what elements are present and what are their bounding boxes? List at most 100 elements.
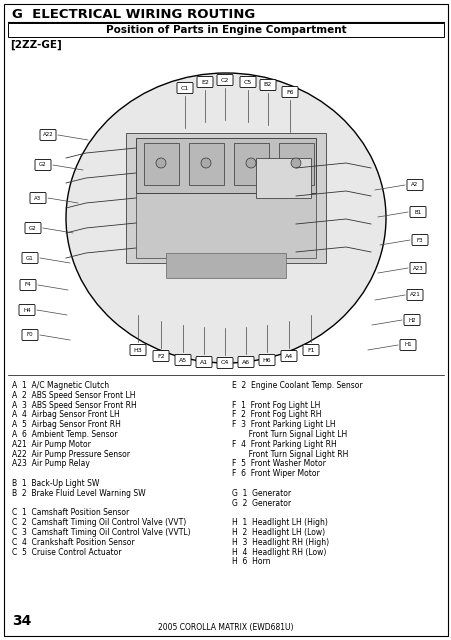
Text: H  3  Headlight RH (High): H 3 Headlight RH (High)	[231, 538, 328, 547]
Text: A23  Air Pump Relay: A23 Air Pump Relay	[12, 460, 90, 468]
Text: F  3  Front Parking Light LH: F 3 Front Parking Light LH	[231, 420, 335, 429]
Text: A  4  Airbag Sensor Front LH: A 4 Airbag Sensor Front LH	[12, 410, 120, 419]
Text: F  4  Front Parking Light RH: F 4 Front Parking Light RH	[231, 440, 336, 449]
Text: B2: B2	[263, 83, 272, 88]
FancyBboxPatch shape	[409, 262, 425, 273]
FancyBboxPatch shape	[35, 159, 51, 170]
FancyBboxPatch shape	[216, 74, 232, 86]
Text: F  5  Front Washer Motor: F 5 Front Washer Motor	[231, 460, 325, 468]
Circle shape	[156, 158, 166, 168]
Text: 2005 COROLLA MATRIX (EWD681U): 2005 COROLLA MATRIX (EWD681U)	[158, 623, 293, 632]
Text: A21  Air Pump Motor: A21 Air Pump Motor	[12, 440, 91, 449]
FancyBboxPatch shape	[406, 179, 422, 191]
FancyBboxPatch shape	[196, 356, 212, 367]
Text: F  2  Front Fog Light RH: F 2 Front Fog Light RH	[231, 410, 321, 419]
Text: Position of Parts in Engine Compartment: Position of Parts in Engine Compartment	[106, 25, 345, 35]
Text: H  1  Headlight LH (High): H 1 Headlight LH (High)	[231, 518, 327, 527]
Bar	[8, 23, 443, 37]
Text: A  6  Ambient Temp. Sensor: A 6 Ambient Temp. Sensor	[12, 430, 117, 439]
FancyBboxPatch shape	[25, 223, 41, 234]
FancyBboxPatch shape	[403, 314, 419, 326]
Text: H1: H1	[403, 342, 411, 348]
Text: G2: G2	[29, 225, 37, 230]
Text: H  4  Headlight RH (Low): H 4 Headlight RH (Low)	[231, 548, 326, 557]
Text: C1: C1	[180, 86, 189, 90]
FancyBboxPatch shape	[399, 339, 415, 351]
Text: E  2  Engine Coolant Temp. Sensor: E 2 Engine Coolant Temp. Sensor	[231, 381, 362, 390]
Text: A22: A22	[42, 132, 53, 138]
Bar	[189, 143, 224, 185]
Text: F4: F4	[25, 282, 31, 287]
Text: A  2  ABS Speed Sensor Front LH: A 2 ABS Speed Sensor Front LH	[12, 391, 135, 400]
FancyBboxPatch shape	[281, 86, 297, 97]
FancyBboxPatch shape	[20, 280, 36, 291]
Text: 34: 34	[12, 614, 31, 628]
Text: A4: A4	[284, 353, 293, 358]
Text: C  4  Crankshaft Position Sensor: C 4 Crankshaft Position Sensor	[12, 538, 134, 547]
Text: G2: G2	[39, 163, 47, 168]
Text: A  1  A/C Magnetic Clutch: A 1 A/C Magnetic Clutch	[12, 381, 109, 390]
Text: C  3  Camshaft Timing Oil Control Valve (VVTL): C 3 Camshaft Timing Oil Control Valve (V…	[12, 528, 190, 537]
Text: A1: A1	[199, 360, 207, 365]
FancyBboxPatch shape	[197, 77, 212, 88]
Text: C4: C4	[221, 360, 229, 365]
Bar	[144, 143, 179, 185]
Text: A  3  ABS Speed Sensor Front RH: A 3 ABS Speed Sensor Front RH	[12, 401, 137, 410]
FancyBboxPatch shape	[40, 129, 56, 141]
FancyBboxPatch shape	[238, 356, 253, 367]
FancyBboxPatch shape	[19, 305, 35, 316]
Text: A22  Air Pump Pressure Sensor: A22 Air Pump Pressure Sensor	[12, 449, 130, 459]
Text: Front Turn Signal Light RH: Front Turn Signal Light RH	[231, 449, 348, 459]
Text: A2: A2	[410, 182, 418, 188]
FancyBboxPatch shape	[239, 77, 255, 88]
FancyBboxPatch shape	[177, 83, 193, 93]
Text: A  5  Airbag Sensor Front RH: A 5 Airbag Sensor Front RH	[12, 420, 120, 429]
Text: G  ELECTRICAL WIRING ROUTING: G ELECTRICAL WIRING ROUTING	[12, 8, 255, 21]
Text: G  2  Generator: G 2 Generator	[231, 499, 290, 508]
Text: F3: F3	[416, 237, 423, 243]
FancyBboxPatch shape	[281, 351, 296, 362]
Text: A21: A21	[409, 292, 419, 298]
Bar	[136, 138, 315, 193]
Text: H  2  Headlight LH (Low): H 2 Headlight LH (Low)	[231, 528, 324, 537]
Text: F6: F6	[285, 90, 293, 95]
FancyBboxPatch shape	[302, 344, 318, 355]
FancyBboxPatch shape	[30, 193, 46, 204]
Text: [2ZZ-GE]: [2ZZ-GE]	[10, 40, 62, 51]
FancyBboxPatch shape	[22, 253, 38, 264]
Text: B  2  Brake Fluid Level Warning SW: B 2 Brake Fluid Level Warning SW	[12, 489, 145, 498]
Bar	[278, 143, 313, 185]
FancyBboxPatch shape	[216, 358, 232, 369]
Text: F2: F2	[157, 353, 165, 358]
Bar	[255, 158, 310, 198]
Text: H4: H4	[23, 307, 31, 312]
Text: A5: A5	[179, 358, 187, 362]
FancyBboxPatch shape	[409, 207, 425, 218]
FancyBboxPatch shape	[175, 355, 191, 365]
Text: F1: F1	[307, 348, 314, 353]
Circle shape	[290, 158, 300, 168]
Bar	[126, 133, 325, 263]
Text: A3: A3	[34, 195, 41, 200]
Circle shape	[245, 158, 255, 168]
FancyBboxPatch shape	[411, 234, 427, 246]
Text: H6: H6	[262, 358, 271, 362]
Text: B1: B1	[414, 209, 421, 214]
Text: A6: A6	[241, 360, 249, 365]
Text: C  1  Camshaft Position Sensor: C 1 Camshaft Position Sensor	[12, 508, 129, 517]
Text: H3: H3	[133, 348, 142, 353]
Text: C  5  Cruise Control Actuator: C 5 Cruise Control Actuator	[12, 548, 121, 557]
Ellipse shape	[66, 73, 385, 363]
Text: Front Turn Signal Light LH: Front Turn Signal Light LH	[231, 430, 346, 439]
FancyBboxPatch shape	[258, 355, 274, 365]
Text: A23: A23	[412, 266, 423, 271]
Text: G1: G1	[26, 255, 34, 260]
Bar	[166, 253, 285, 278]
FancyBboxPatch shape	[259, 79, 276, 90]
Bar	[234, 143, 268, 185]
Text: F  1  Front Fog Light LH: F 1 Front Fog Light LH	[231, 401, 320, 410]
FancyBboxPatch shape	[406, 289, 422, 301]
Text: B  1  Back-Up Light SW: B 1 Back-Up Light SW	[12, 479, 99, 488]
Text: C2: C2	[221, 77, 229, 83]
Text: C  2  Camshaft Timing Oil Control Valve (VVT): C 2 Camshaft Timing Oil Control Valve (V…	[12, 518, 186, 527]
